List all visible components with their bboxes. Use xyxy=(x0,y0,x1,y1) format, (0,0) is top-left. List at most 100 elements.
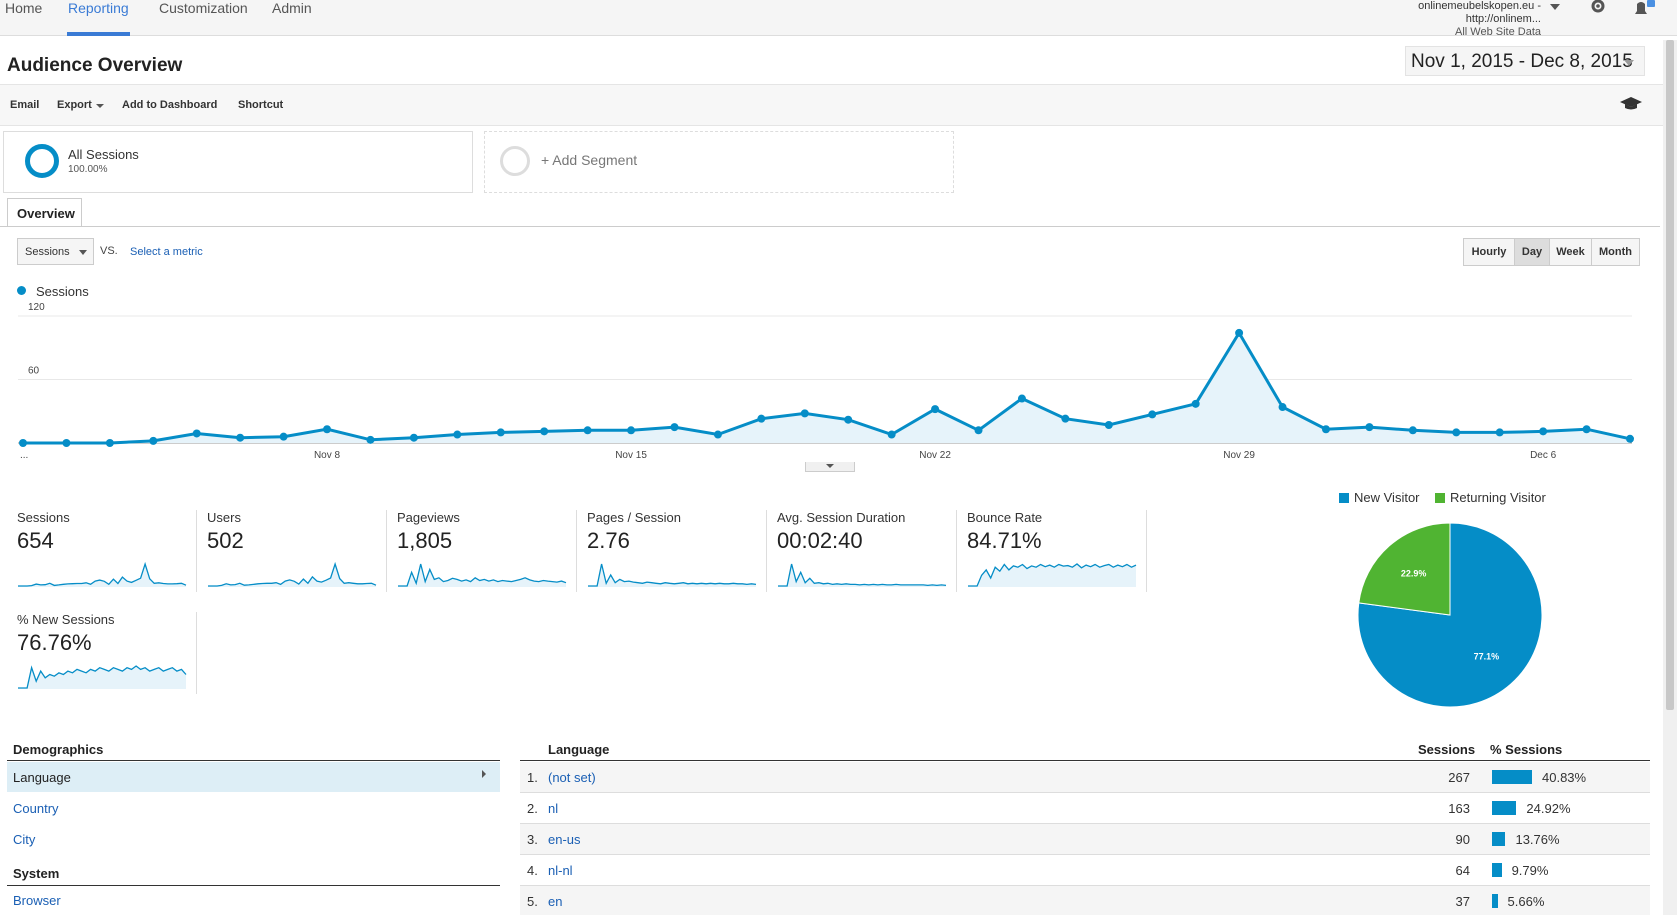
sessions-point[interactable] xyxy=(713,430,722,439)
scorecard[interactable]: Bounce Rate 84.71% xyxy=(967,510,1147,592)
granularity-month[interactable]: Month xyxy=(1591,238,1640,266)
sessions-point[interactable] xyxy=(583,426,592,435)
sessions-point[interactable] xyxy=(1626,434,1634,443)
sessions-point[interactable] xyxy=(1148,410,1157,419)
language-link[interactable]: en xyxy=(548,894,563,909)
table-row[interactable]: 2. nl 163 24.92% xyxy=(520,793,1650,824)
add-to-dashboard-button[interactable]: Add to Dashboard xyxy=(122,99,218,111)
sessions-point[interactable] xyxy=(409,433,418,442)
sessions-point[interactable] xyxy=(105,439,114,447)
nav-tab-customization[interactable]: Customization xyxy=(159,0,248,16)
sessions-point[interactable] xyxy=(192,429,201,438)
scorecard[interactable]: Pages / Session 2.76 xyxy=(587,510,767,592)
sessions-point[interactable] xyxy=(844,415,853,424)
sessions-point[interactable] xyxy=(1582,425,1591,434)
sessions-point[interactable] xyxy=(1408,426,1417,435)
scorecard[interactable]: Users 502 xyxy=(207,510,387,592)
scorecard[interactable]: Sessions 654 xyxy=(17,510,197,592)
sessions-series-line xyxy=(23,329,1631,445)
sparkline-line xyxy=(778,563,947,587)
sessions-percent: 40.83% xyxy=(1542,770,1587,785)
graduation-cap-icon[interactable] xyxy=(1620,97,1642,111)
bell-icon[interactable] xyxy=(1632,0,1656,18)
sessions-point[interactable] xyxy=(1017,394,1026,403)
sessions-point[interactable] xyxy=(62,439,71,447)
date-range-picker[interactable]: Nov 1, 2015 - Dec 8, 2015 xyxy=(1405,46,1645,76)
account-chevron-down-icon[interactable] xyxy=(1550,4,1560,10)
demographics-item-language[interactable]: Language xyxy=(13,770,71,785)
scorecard[interactable]: Avg. Session Duration 00:02:40 xyxy=(777,510,957,592)
sessions-point[interactable] xyxy=(757,414,766,423)
language-link[interactable]: en-us xyxy=(548,832,581,847)
export-button[interactable]: Export xyxy=(57,99,92,111)
scorecard[interactable]: % New Sessions 76.76% xyxy=(17,612,197,694)
language-link[interactable]: nl-nl xyxy=(548,863,573,878)
scorecard[interactable]: Pageviews 1,805 xyxy=(397,510,577,592)
system-item-browser[interactable]: Browser xyxy=(13,893,61,908)
granularity-day[interactable]: Day xyxy=(1514,238,1550,266)
sessions-point[interactable] xyxy=(1539,427,1548,436)
sessions-share-bar xyxy=(1492,832,1506,846)
table-row[interactable]: 5. en 37 5.66% xyxy=(520,886,1650,915)
sparkline-line xyxy=(18,665,187,689)
granularity-week[interactable]: Week xyxy=(1549,238,1592,266)
demographics-item-city[interactable]: City xyxy=(13,832,36,847)
table-row[interactable]: 4. nl-nl 64 9.79% xyxy=(520,855,1650,886)
sessions-point[interactable] xyxy=(279,432,288,441)
sessions-point[interactable] xyxy=(1191,399,1200,408)
sessions-point[interactable] xyxy=(236,433,245,442)
sessions-point[interactable] xyxy=(931,405,940,414)
demographics-active-row[interactable] xyxy=(7,762,500,792)
email-button[interactable]: Email xyxy=(10,99,40,111)
sessions-point[interactable] xyxy=(1321,425,1330,434)
sessions-point[interactable] xyxy=(1365,423,1374,432)
sessions-point[interactable] xyxy=(496,428,505,437)
select-metric-link[interactable]: Select a metric xyxy=(130,246,203,258)
chart-collapse-toggle[interactable] xyxy=(805,462,855,472)
demographics-item-country[interactable]: Country xyxy=(13,801,59,816)
add-segment-button[interactable] xyxy=(484,131,954,193)
sessions-point[interactable] xyxy=(453,430,462,439)
sessions-point[interactable] xyxy=(323,425,332,434)
table-row[interactable]: 1. (not set) 267 40.83% xyxy=(520,762,1650,793)
account-selector[interactable]: onlinemeubelskopen.eu - http://onlinem..… xyxy=(1341,0,1541,39)
nav-tab-admin[interactable]: Admin xyxy=(272,0,312,16)
nav-tab-reporting[interactable]: Reporting xyxy=(68,0,129,16)
legend-swatch-new xyxy=(1339,493,1349,503)
language-link[interactable]: nl xyxy=(548,801,559,816)
sessions-point[interactable] xyxy=(1104,421,1113,430)
sessions-point[interactable] xyxy=(1235,328,1244,337)
sessions-value: 64 xyxy=(1455,863,1470,878)
sessions-point[interactable] xyxy=(1061,414,1070,423)
granularity-hourly[interactable]: Hourly xyxy=(1463,238,1515,266)
table-row[interactable]: 3. en-us 90 13.76% xyxy=(520,824,1650,855)
sparkline-fill xyxy=(588,564,756,587)
nav-tab-home[interactable]: Home xyxy=(5,0,43,16)
sessions-point[interactable] xyxy=(19,439,27,447)
metric-selector[interactable]: Sessions xyxy=(17,238,94,265)
language-link[interactable]: (not set) xyxy=(548,770,596,785)
sessions-point[interactable] xyxy=(149,436,158,445)
sessions-point[interactable] xyxy=(627,426,636,435)
sessions-point[interactable] xyxy=(540,427,549,436)
sessions-point[interactable] xyxy=(1278,403,1287,412)
tab-overview[interactable]: Overview xyxy=(7,198,82,226)
pie-slice[interactable] xyxy=(1358,522,1451,616)
sparkline-fill xyxy=(208,564,376,587)
sessions-point[interactable] xyxy=(670,423,679,432)
sessions-point[interactable] xyxy=(800,409,809,418)
sessions-point[interactable] xyxy=(887,430,896,439)
shortcut-button[interactable]: Shortcut xyxy=(238,99,284,111)
sessions-area-fill xyxy=(23,332,1630,443)
gear-icon[interactable] xyxy=(1589,0,1607,14)
export-chevron-down-icon[interactable] xyxy=(96,104,104,108)
sessions-point[interactable] xyxy=(974,426,983,435)
sessions-point[interactable] xyxy=(1495,428,1504,437)
collapse-chevron-down-icon xyxy=(826,464,834,468)
segment-all-sessions[interactable] xyxy=(3,131,473,193)
sessions-point[interactable] xyxy=(366,435,375,444)
sessions-point[interactable] xyxy=(1452,428,1461,437)
sessions-percent: 5.66% xyxy=(1507,894,1545,909)
scorecard-label: Pages / Session xyxy=(587,510,681,525)
scrollbar-thumb[interactable] xyxy=(1666,40,1674,710)
